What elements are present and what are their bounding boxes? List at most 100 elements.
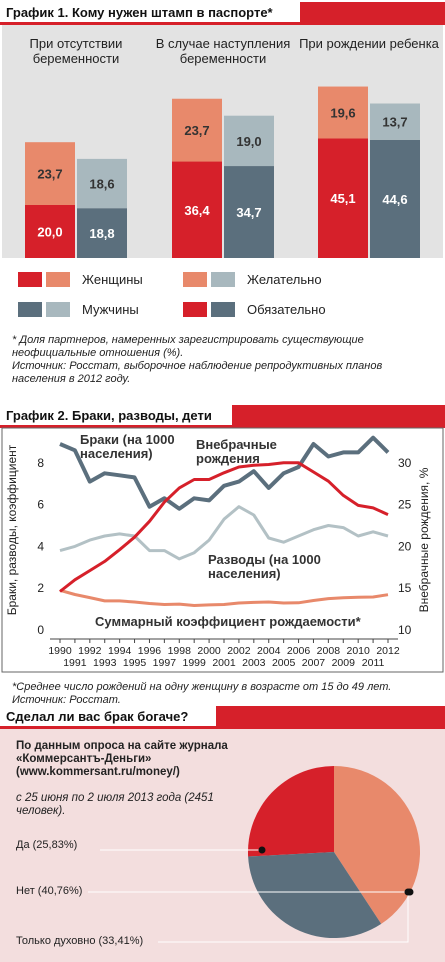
y2-tick-label: 25 xyxy=(398,498,412,512)
x-tick-label: 1999 xyxy=(183,657,207,669)
x-tick-label: 2010 xyxy=(347,645,371,657)
value-label: 13,7 xyxy=(382,115,407,130)
bar-segment xyxy=(370,103,420,140)
legend-swatch xyxy=(183,272,207,287)
value-label: 18,6 xyxy=(89,177,114,192)
subtitle: По данным опроса на сайте журнала «Комме… xyxy=(16,740,228,778)
bar-segment xyxy=(77,208,127,258)
bar-segment xyxy=(224,166,274,258)
series-label: Внебрачные рождения xyxy=(196,437,277,466)
value-label: 19,6 xyxy=(330,106,355,121)
x-tick-label: 2011 xyxy=(362,657,385,669)
series-label: Разводы (на 1000 населения) xyxy=(208,552,321,581)
footnote: *Среднее число рождений на одну женщину … xyxy=(12,681,391,693)
header-band xyxy=(216,706,445,726)
x-tick-label: 1992 xyxy=(78,645,102,657)
leader-dot xyxy=(258,846,266,854)
slice-value: (40,76%) xyxy=(38,885,83,897)
legend-swatch xyxy=(46,302,70,317)
plot-background xyxy=(2,25,443,258)
legend-label: Мужчины xyxy=(82,302,139,317)
pie-slice xyxy=(248,852,382,939)
leader-line xyxy=(158,892,409,943)
x-tick-label: 2004 xyxy=(257,645,281,657)
header-title: Сделал ли вас брак богаче? xyxy=(6,709,188,724)
value-label: 20,0 xyxy=(37,225,62,240)
group-label: При отсутствии беременности xyxy=(29,36,123,66)
series-line xyxy=(59,588,389,607)
value-label: 23,7 xyxy=(184,123,209,138)
y2-tick-label: 30 xyxy=(398,456,412,470)
x-tick-label: 2005 xyxy=(272,657,296,669)
x-tick-label: 1990 xyxy=(48,645,72,657)
bar-segment xyxy=(224,115,274,167)
legend-swatch xyxy=(18,272,42,287)
footnote: неофициальные отношения (%). xyxy=(12,347,183,359)
y-tick-label: 4 xyxy=(37,539,44,553)
x-tick-label: 2009 xyxy=(332,657,356,669)
value-label: 34,7 xyxy=(236,205,261,220)
bar-segment xyxy=(370,139,420,258)
value-label: 23,7 xyxy=(37,167,62,182)
x-tick-label: 2001 xyxy=(212,657,236,669)
legend-swatch xyxy=(18,302,42,317)
slice-label: Нет (40,76%) xyxy=(16,885,82,897)
legend-label: Желательно xyxy=(247,272,322,287)
value-label: 45,1 xyxy=(330,191,355,206)
x-tick-label: 1991 xyxy=(63,657,87,669)
x-tick-label: 2006 xyxy=(287,645,311,657)
series-line xyxy=(59,435,390,511)
slice-label: Да (25,83%) xyxy=(16,839,77,851)
bar-segment xyxy=(318,86,368,139)
bar-segment xyxy=(172,98,222,162)
x-tick-label: 1994 xyxy=(108,645,132,657)
x-tick-label: 1995 xyxy=(123,657,147,669)
x-tick-label: 1996 xyxy=(138,645,162,657)
y-axis-label: Браки, разводы, коэффициент xyxy=(5,444,19,615)
y2-tick-label: 10 xyxy=(398,623,412,637)
legend-swatch xyxy=(211,272,235,287)
group-label: В случае наступления беременности xyxy=(155,36,291,66)
x-tick-label: 2003 xyxy=(242,657,266,669)
plot-frame xyxy=(1,427,444,673)
bar-segment xyxy=(172,161,222,258)
value-label: 44,6 xyxy=(382,192,407,207)
x-tick-label: 2000 xyxy=(197,645,221,657)
footnote: * Доля партнеров, намеренных зарегистрир… xyxy=(12,334,364,346)
leader-dot xyxy=(404,888,412,896)
value-label: 18,8 xyxy=(89,226,114,241)
x-tick-label: 1993 xyxy=(93,657,117,669)
header-rule xyxy=(0,22,445,25)
legend-swatch xyxy=(46,272,70,287)
y-tick-label: 0 xyxy=(37,623,44,637)
y2-axis-label: Внебрачные рождения, % xyxy=(417,467,431,612)
y-tick-label: 8 xyxy=(37,456,44,470)
legend-label: Женщины xyxy=(82,272,143,287)
source-note: с 25 июня по 2 июля 2013 года (2451 чело… xyxy=(16,792,214,817)
header-rule xyxy=(0,425,445,428)
slice-category: Нет xyxy=(16,885,35,897)
bar-segment xyxy=(77,158,127,209)
y-tick-label: 2 xyxy=(37,581,44,595)
y2-tick-label: 20 xyxy=(398,539,412,553)
series-line xyxy=(59,461,389,593)
x-tick-label: 1998 xyxy=(168,645,192,657)
value-label: 36,4 xyxy=(184,203,210,218)
y2-tick-label: 15 xyxy=(398,581,412,595)
series-label: Суммарный коэффициент рождаемости* xyxy=(95,614,361,629)
bar-segment xyxy=(25,142,75,205)
slice-category: Только духовно xyxy=(16,935,95,947)
bar-segment xyxy=(318,138,368,258)
legend-swatch xyxy=(183,302,207,317)
header-band xyxy=(232,405,445,425)
header-rule xyxy=(0,726,445,729)
series-label: Браки (на 1000 населения) xyxy=(80,432,175,461)
x-tick-label: 2002 xyxy=(227,645,251,657)
legend-label: Обязательно xyxy=(247,302,326,317)
value-label: 19,0 xyxy=(236,134,261,149)
x-tick-label: 2007 xyxy=(302,657,326,669)
x-tick-label: 2008 xyxy=(317,645,341,657)
header-band xyxy=(300,2,445,22)
